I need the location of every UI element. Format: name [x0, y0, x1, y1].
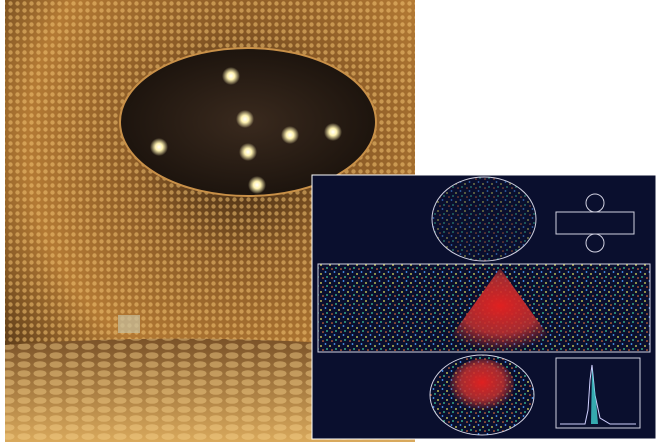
top-cap	[431, 176, 537, 262]
bottom-cap	[429, 354, 535, 436]
event-display	[311, 174, 657, 440]
light	[281, 126, 299, 144]
light	[239, 143, 257, 161]
top-cap-hits	[432, 177, 536, 261]
light	[236, 110, 254, 128]
bottom-ring	[450, 359, 514, 411]
time-histogram	[555, 357, 641, 429]
light	[324, 123, 342, 141]
cherenkov-ring	[440, 268, 560, 352]
light	[150, 138, 168, 156]
histogram-trace	[560, 364, 636, 425]
light	[222, 67, 240, 85]
mini-bottom	[585, 233, 605, 253]
light	[248, 176, 266, 194]
barrel	[317, 263, 651, 353]
histogram-peak	[591, 368, 598, 424]
ceiling-lights	[150, 67, 342, 194]
boat	[118, 315, 140, 333]
mini-top	[585, 193, 605, 213]
